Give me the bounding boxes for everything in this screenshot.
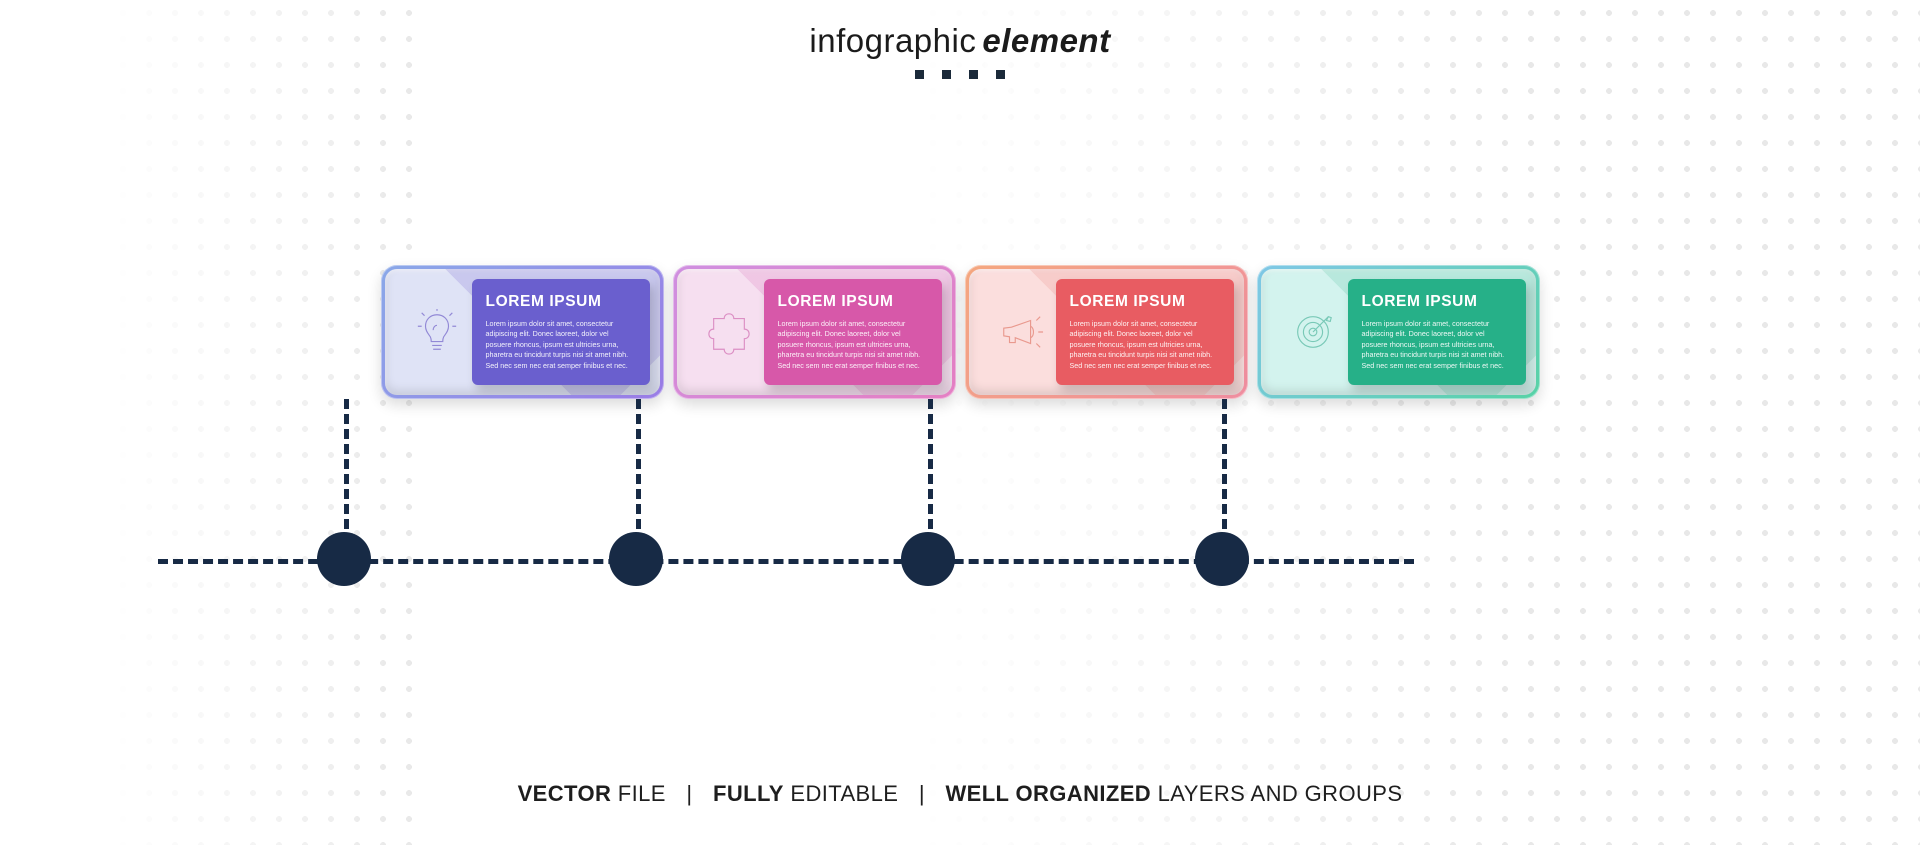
footer-light: FILE xyxy=(618,781,666,806)
card-title: LOREM IPSUM xyxy=(486,293,636,311)
timeline-card: LOREM IPSUM Lorem ipsum dolor sit amet, c… xyxy=(381,265,664,399)
title-dot xyxy=(969,70,978,79)
timeline-card: LOREM IPSUM Lorem ipsum dolor sit amet, c… xyxy=(965,265,1248,399)
card-body: Lorem ipsum dolor sit amet, consectetur … xyxy=(1362,319,1512,371)
title-dot xyxy=(942,70,951,79)
timeline-node xyxy=(317,532,371,586)
title-dot xyxy=(996,70,1005,79)
card-body: Lorem ipsum dolor sit amet, consectetur … xyxy=(778,319,928,371)
timeline-card: LOREM IPSUM Lorem ipsum dolor sit amet, c… xyxy=(1257,265,1540,399)
card-body: Lorem ipsum dolor sit amet, consectetur … xyxy=(1070,319,1220,371)
timeline-node xyxy=(609,532,663,586)
footer-light: EDITABLE xyxy=(790,781,898,806)
card-panel: LOREM IPSUM Lorem ipsum dolor sit amet, c… xyxy=(1348,279,1526,385)
card-title: LOREM IPSUM xyxy=(778,293,928,311)
card-panel: LOREM IPSUM Lorem ipsum dolor sit amet, c… xyxy=(1056,279,1234,385)
footer-bold: VECTOR xyxy=(518,781,612,806)
footer-light: LAYERS AND GROUPS xyxy=(1158,781,1403,806)
card-title: LOREM IPSUM xyxy=(1070,293,1220,311)
title-dot xyxy=(915,70,924,79)
title-word-1: infographic xyxy=(809,22,976,59)
card-title: LOREM IPSUM xyxy=(1362,293,1512,311)
target-icon xyxy=(1289,308,1337,356)
megaphone-icon xyxy=(997,308,1045,356)
footer-bold: FULLY xyxy=(713,781,784,806)
footer: VECTOR FILE | FULLY EDITABLE | WELL ORGA… xyxy=(0,781,1920,807)
timeline-node xyxy=(901,532,955,586)
card-panel: LOREM IPSUM Lorem ipsum dolor sit amet, c… xyxy=(472,279,650,385)
page-title: infographicelement xyxy=(0,22,1920,60)
title-word-2: element xyxy=(982,22,1110,59)
card-panel: LOREM IPSUM Lorem ipsum dolor sit amet, c… xyxy=(764,279,942,385)
footer-divider: | xyxy=(919,781,925,806)
card-body: Lorem ipsum dolor sit amet, consectetur … xyxy=(486,319,636,371)
bg-grid-right xyxy=(920,0,1920,845)
lightbulb-icon xyxy=(413,308,461,356)
timeline-card: LOREM IPSUM Lorem ipsum dolor sit amet, c… xyxy=(673,265,956,399)
timeline-node xyxy=(1195,532,1249,586)
title-dot-row xyxy=(0,70,1920,79)
card-row: LOREM IPSUM Lorem ipsum dolor sit amet, c… xyxy=(0,265,1920,399)
footer-divider: | xyxy=(686,781,692,806)
bg-grid-left xyxy=(110,0,420,845)
footer-bold: WELL ORGANIZED xyxy=(945,781,1151,806)
puzzle-icon xyxy=(705,308,753,356)
header: infographicelement xyxy=(0,22,1920,79)
